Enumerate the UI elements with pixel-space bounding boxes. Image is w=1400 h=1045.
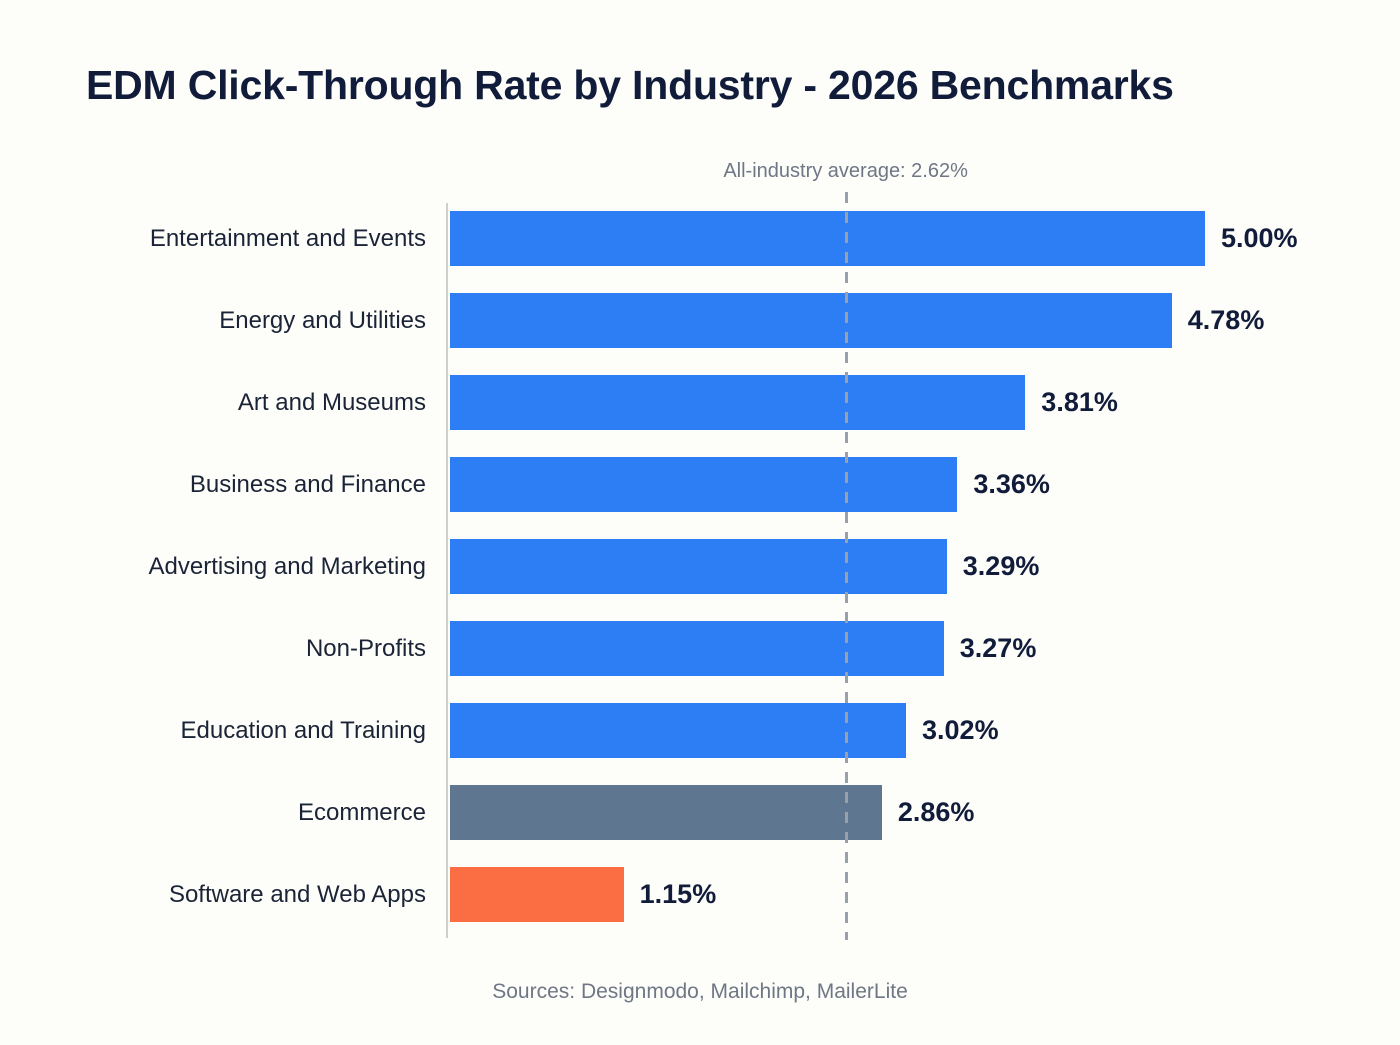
bar-row: Entertainment and Events 5.00% <box>0 211 1400 266</box>
category-label: Ecommerce <box>297 799 426 826</box>
bar <box>450 457 958 512</box>
bar-value-label: 2.86% <box>897 797 975 827</box>
category-label: Art and Museums <box>237 389 426 416</box>
bar-row: Art and Museums 3.81% <box>0 375 1400 430</box>
category-label: Non-Profits <box>305 635 426 662</box>
bar-value-label: 5.00% <box>1221 223 1298 253</box>
bar <box>450 293 1172 348</box>
bar-row: Energy and Utilities 4.78% <box>0 293 1400 348</box>
sources-note: Sources: Designmodo, Mailchimp, MailerLi… <box>492 980 908 1003</box>
bar-value-label: 3.02% <box>922 715 999 745</box>
bar-value-label: 1.15% <box>639 879 717 909</box>
category-label: Software and Web Apps <box>168 881 426 908</box>
bar-value-label: 3.29% <box>962 551 1040 581</box>
average-reference-line <box>844 192 848 940</box>
bar <box>450 375 1026 430</box>
category-label: Education and Training <box>180 717 426 744</box>
y-axis-line <box>446 203 448 938</box>
bar-row: Software and Web Apps 1.15% <box>0 867 1400 922</box>
bar <box>450 211 1205 266</box>
bar <box>450 785 882 840</box>
chart-title: EDM Click-Through Rate by Industry - 202… <box>86 62 1174 108</box>
bar-value-label: 3.81% <box>1041 387 1118 417</box>
bar-row: Ecommerce 2.86% <box>0 785 1400 840</box>
bar <box>450 621 944 676</box>
bar <box>450 703 907 758</box>
bar-value-label: 4.78% <box>1187 305 1265 335</box>
bar-value-label: 3.27% <box>959 633 1037 663</box>
bar-row: Business and Finance 3.36% <box>0 457 1400 512</box>
bar <box>450 867 624 922</box>
bar <box>450 539 947 594</box>
bar-row: Advertising and Marketing 3.29% <box>0 539 1400 594</box>
category-label: Entertainment and Events <box>149 225 426 252</box>
average-line-label: All-industry average: 2.62% <box>723 160 968 182</box>
category-label: Advertising and Marketing <box>148 553 426 580</box>
bar-row: Education and Training 3.02% <box>0 703 1400 758</box>
bar-value-label: 3.36% <box>973 469 1050 499</box>
category-label: Business and Finance <box>189 471 426 498</box>
category-label: Energy and Utilities <box>219 307 426 334</box>
bar-row: Non-Profits 3.27% <box>0 621 1400 676</box>
